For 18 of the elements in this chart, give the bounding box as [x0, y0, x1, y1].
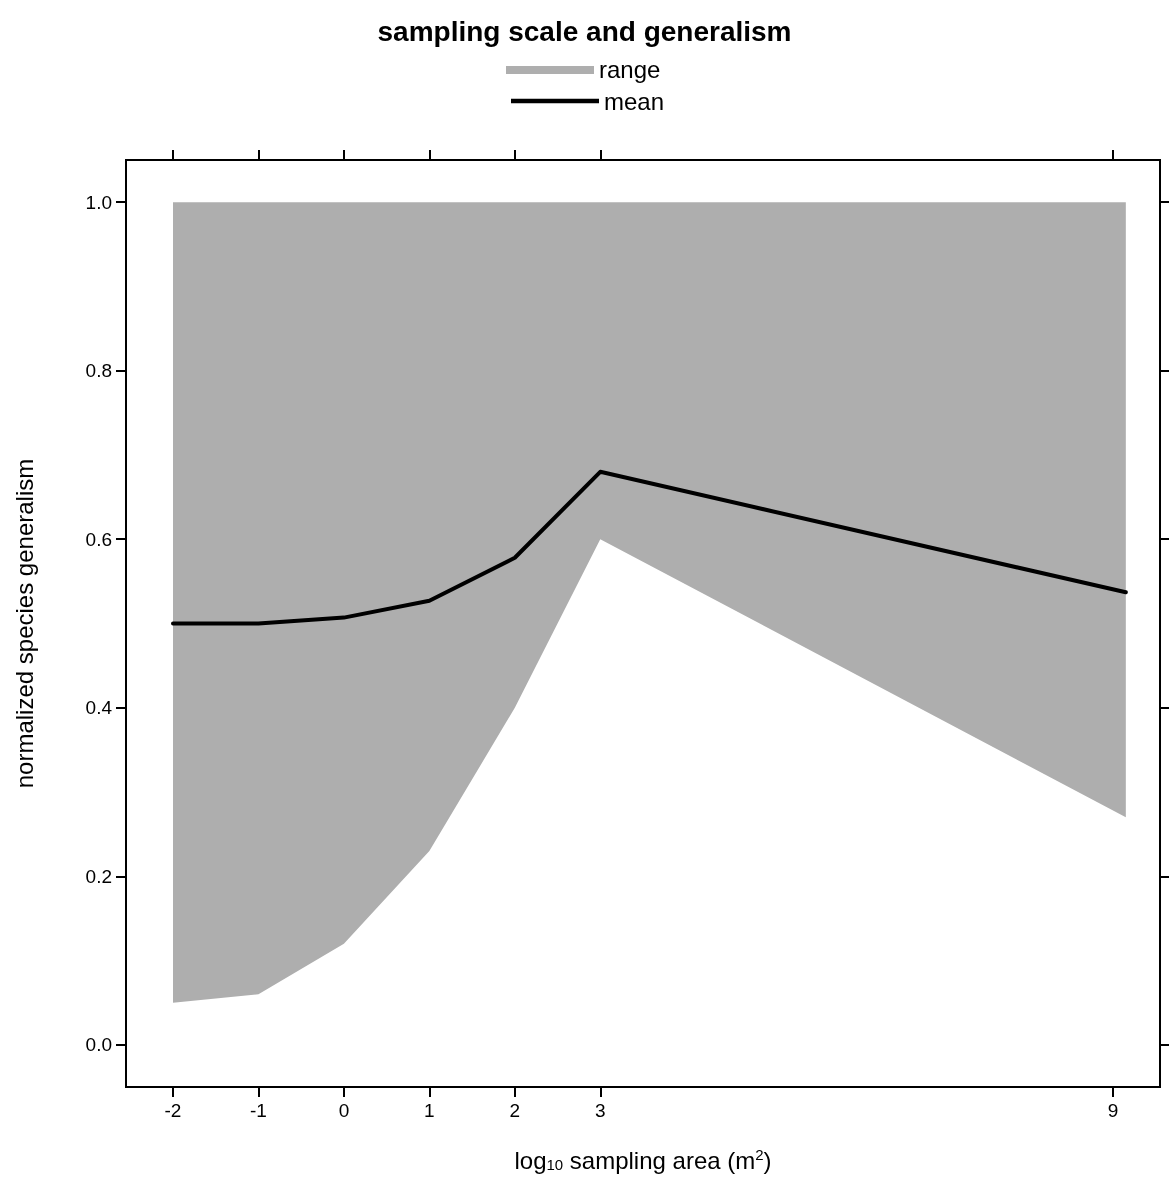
y-tick-label: 0.2 — [85, 865, 112, 887]
x-tick-label: 3 — [594, 1100, 606, 1121]
x-tick-label: 9 — [1107, 1100, 1119, 1121]
y-tick-label: 0.6 — [85, 528, 112, 550]
y-tick-label: 0.4 — [85, 697, 113, 719]
legend-label: mean — [604, 87, 665, 115]
y-tick-label: 0.8 — [85, 360, 112, 382]
text: range — [599, 56, 661, 84]
x-tick-label: -1 — [250, 1100, 267, 1121]
y-tick-label: 1.0 — [85, 191, 112, 213]
y-axis-title: normalized species generalism — [10, 458, 38, 789]
x-tick-label: -2 — [164, 1100, 182, 1121]
x-tick-label: 0 — [338, 1100, 350, 1121]
x-tick-label: 1 — [424, 1100, 435, 1121]
line-series — [171, 469, 1128, 626]
y-tick-label: 0.0 — [85, 1034, 112, 1056]
x-tick-label: 2 — [509, 1100, 521, 1121]
chart-title: sampling scale and generalism — [377, 15, 792, 47]
